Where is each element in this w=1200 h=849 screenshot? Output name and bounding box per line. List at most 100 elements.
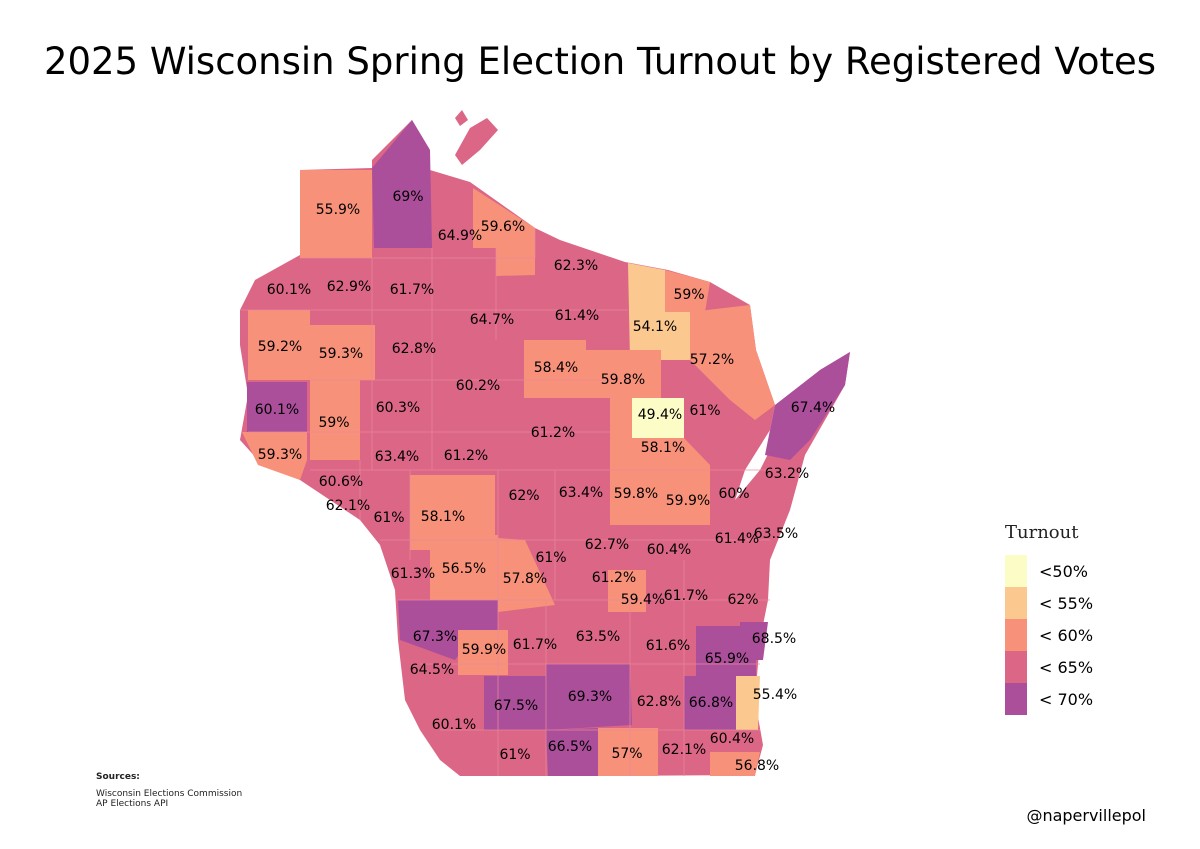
county-turnout-label: 62.1% xyxy=(326,498,370,514)
county-turnout-label: 59.8% xyxy=(601,372,645,388)
legend-label: <50% xyxy=(1039,561,1088,581)
county-turnout-label: 63.5% xyxy=(754,526,798,542)
county-region xyxy=(310,325,375,380)
legend-item: < 60% xyxy=(1005,619,1093,651)
county-turnout-label: 64.5% xyxy=(410,662,454,678)
county-turnout-label: 60% xyxy=(718,486,749,502)
legend-label: < 65% xyxy=(1039,657,1094,677)
county-turnout-label: 66.8% xyxy=(689,695,733,711)
county-region xyxy=(524,340,586,398)
county-turnout-label: 58.4% xyxy=(534,360,578,376)
sources-title: Sources: xyxy=(96,772,140,782)
county-region xyxy=(586,350,661,398)
county-region xyxy=(546,728,598,776)
county-turnout-label: 60.1% xyxy=(432,717,476,733)
county-region xyxy=(740,622,768,660)
county-turnout-label: 57.8% xyxy=(503,571,547,587)
county-turnout-label: 59.4% xyxy=(621,592,665,608)
county-turnout-label: 57% xyxy=(611,746,642,762)
county-turnout-label: 62% xyxy=(727,592,758,608)
island-accent xyxy=(455,110,468,126)
sources: Sources: Wisconsin Elections Commission … xyxy=(96,772,242,809)
county-region xyxy=(610,398,710,525)
legend-swatch xyxy=(1005,651,1027,683)
legend-item: < 70% xyxy=(1005,683,1093,715)
county-turnout-label: 60.4% xyxy=(710,731,754,747)
map-title: 2025 Wisconsin Spring Election Turnout b… xyxy=(43,40,1157,83)
county-turnout-label: 59% xyxy=(673,287,704,303)
county-turnout-label: 60.1% xyxy=(267,282,311,298)
county-turnout-label: 67.3% xyxy=(413,629,457,645)
county-turnout-label: 64.9% xyxy=(438,228,482,244)
county-turnout-label: 61.3% xyxy=(391,566,435,582)
county-turnout-label: 61.7% xyxy=(390,282,434,298)
county-region xyxy=(665,270,710,312)
county-turnout-label: 60.2% xyxy=(456,378,500,394)
county-turnout-label: 60.4% xyxy=(647,542,691,558)
county-region xyxy=(546,664,632,730)
county-turnout-label: 60.1% xyxy=(255,402,299,418)
county-region xyxy=(458,630,508,675)
county-turnout-label: 61.7% xyxy=(664,588,708,604)
county-turnout-label: 69% xyxy=(392,189,423,205)
county-region xyxy=(300,170,372,258)
county-region xyxy=(372,120,432,248)
county-region xyxy=(310,380,360,460)
county-turnout-label: 54.1% xyxy=(633,319,677,335)
county-turnout-label: 63.5% xyxy=(576,629,620,645)
legend-swatch xyxy=(1005,619,1027,651)
county-turnout-label: 55.4% xyxy=(753,687,797,703)
county-turnout-label: 61% xyxy=(373,510,404,526)
county-region xyxy=(684,676,736,730)
county-turnout-label: 56.5% xyxy=(442,561,486,577)
county-region xyxy=(248,310,310,380)
county-region xyxy=(484,676,546,730)
county-turnout-label: 62.3% xyxy=(554,258,598,274)
source-line: AP Elections API xyxy=(96,799,169,809)
island-accent xyxy=(455,118,498,165)
county-region xyxy=(430,535,498,605)
legend-label: < 60% xyxy=(1039,625,1094,645)
legend-label: < 70% xyxy=(1039,689,1094,709)
county-turnout-label: 63.2% xyxy=(765,466,809,482)
legend-item: < 65% xyxy=(1005,651,1093,683)
county-turnout-label: 62.8% xyxy=(392,341,436,357)
county-turnout-label: 61% xyxy=(499,747,530,763)
legend: Turnout <50% < 55% < 60% < 65% < 70% xyxy=(1005,522,1093,715)
legend-title: Turnout xyxy=(1005,522,1079,543)
county-region xyxy=(690,305,775,420)
county-region xyxy=(765,352,850,460)
county-turnout-label: 56.8% xyxy=(735,758,779,774)
county-turnout-label: 64.7% xyxy=(470,312,514,328)
county-region xyxy=(398,600,498,660)
county-turnout-label: 62.7% xyxy=(585,537,629,553)
county-region xyxy=(628,263,690,360)
county-turnout-label: 59.6% xyxy=(481,219,525,235)
county-turnout-label: 58.1% xyxy=(421,509,465,525)
county-turnout-label: 63.4% xyxy=(375,449,419,465)
county-turnout-label: 59.9% xyxy=(666,493,710,509)
legend-item: < 55% xyxy=(1005,587,1093,619)
county-turnout-label: 62.1% xyxy=(662,742,706,758)
county-turnout-label: 59.8% xyxy=(614,486,658,502)
county-turnout-label: 69.3% xyxy=(568,689,612,705)
county-turnout-label: 66.5% xyxy=(548,739,592,755)
county-turnout-label: 61% xyxy=(535,550,566,566)
legend-swatch xyxy=(1005,683,1027,715)
county-turnout-label: 62% xyxy=(508,488,539,504)
county-region xyxy=(473,188,535,276)
county-turnout-label: 61% xyxy=(689,403,720,419)
county-region xyxy=(608,570,646,612)
county-region xyxy=(598,728,658,776)
county-turnout-label: 60.3% xyxy=(376,400,420,416)
legend-label: < 55% xyxy=(1039,593,1094,613)
county-turnout-label: 63.4% xyxy=(559,485,603,501)
county-turnout-label: 67.4% xyxy=(791,400,835,416)
county-region xyxy=(242,432,307,480)
source-line: Wisconsin Elections Commission xyxy=(96,789,243,799)
author-handle: @napervillepol xyxy=(1026,806,1146,825)
county-turnout-label: 60.6% xyxy=(319,474,363,490)
legend-swatch xyxy=(1005,555,1027,587)
county-turnout-label: 55.9% xyxy=(316,202,360,218)
